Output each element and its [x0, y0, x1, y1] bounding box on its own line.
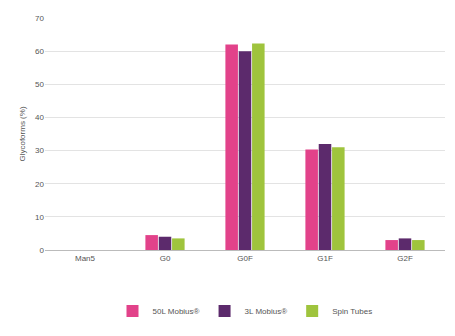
svg-text:3L Mobius®: 3L Mobius® [245, 307, 288, 316]
svg-text:60: 60 [35, 47, 44, 56]
svg-text:Glycoforms (%): Glycoforms (%) [18, 106, 27, 161]
svg-text:10: 10 [35, 213, 44, 222]
svg-text:G0: G0 [160, 254, 171, 263]
svg-text:40: 40 [35, 113, 44, 122]
svg-text:30: 30 [35, 146, 44, 155]
svg-text:50: 50 [35, 80, 44, 89]
svg-text:0: 0 [40, 246, 45, 255]
svg-text:50L Mobius®: 50L Mobius® [153, 307, 200, 316]
svg-text:G1F: G1F [317, 254, 333, 263]
svg-text:20: 20 [35, 180, 44, 189]
svg-text:Spin Tubes: Spin Tubes [332, 307, 372, 316]
svg-text:Man5: Man5 [75, 254, 96, 263]
svg-text:G0F: G0F [237, 254, 253, 263]
svg-text:70: 70 [35, 14, 44, 23]
svg-text:G2F: G2F [397, 254, 413, 263]
